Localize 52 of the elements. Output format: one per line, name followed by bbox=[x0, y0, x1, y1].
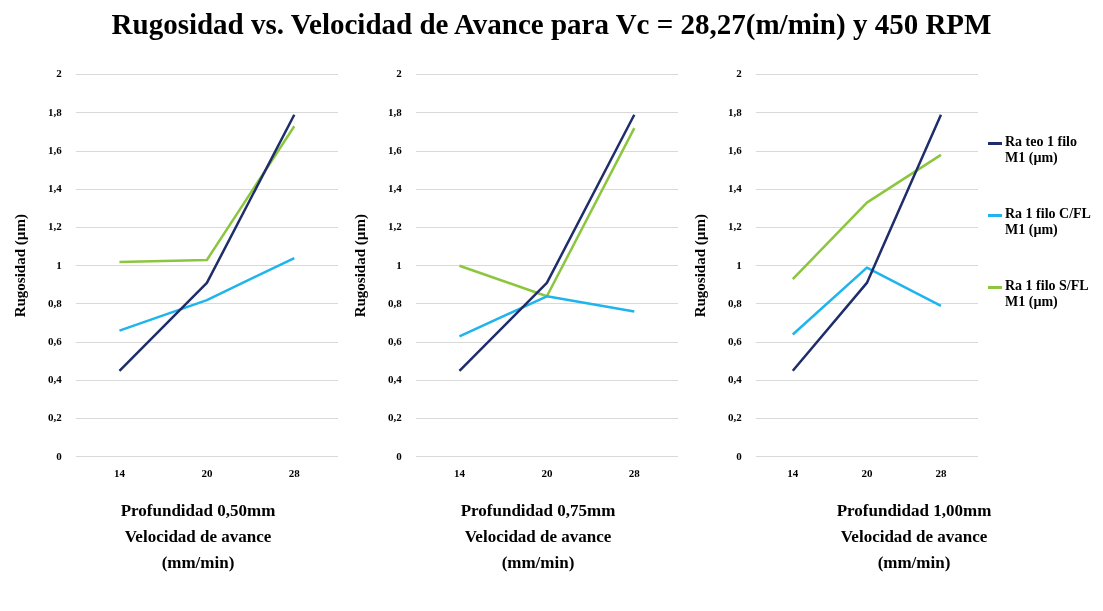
x-tick-label: 14 bbox=[113, 467, 126, 480]
y-tick-label: 0,2 bbox=[48, 411, 63, 424]
y-tick-label: 0,2 bbox=[388, 411, 403, 424]
y-tick-label: 1,2 bbox=[388, 220, 403, 233]
y-tick-label: 0,6 bbox=[388, 334, 403, 347]
x-tick-label: 20 bbox=[861, 467, 873, 480]
text: Rugosidad vs. Velocidad de Avance para Vc = 28,27(m/min) y 450 RPM bbox=[110, 8, 993, 42]
y-tick-label: 0 bbox=[396, 449, 403, 462]
y-tick-label: 2 bbox=[396, 67, 403, 80]
x-tick-label: 14 bbox=[453, 467, 466, 480]
y-tick-label: 0,2 bbox=[728, 411, 743, 424]
x-tick-label: 28 bbox=[628, 467, 641, 480]
y-tick-label: 0,4 bbox=[48, 373, 63, 386]
y-tick-label: 0,8 bbox=[48, 296, 63, 309]
y-tick-label: 1,8 bbox=[728, 105, 743, 118]
y-tick-label: 1 bbox=[56, 258, 62, 271]
x-tick-label: 28 bbox=[288, 467, 301, 480]
y-tick-label: 1,6 bbox=[48, 143, 63, 156]
y-tick-label: 0 bbox=[56, 449, 63, 462]
y-axis-title: Rugosidad (µm) bbox=[691, 214, 709, 318]
legend-label: Ra teo 1 filo M1 (µm) bbox=[1005, 134, 1078, 166]
x-tick-label: 28 bbox=[935, 467, 947, 480]
y-tick-label: 1,6 bbox=[728, 143, 743, 156]
y-tick-label: 0 bbox=[736, 449, 743, 462]
x-axis-title: Profundidad 0,50mm Velocidad de avance (mm/min) bbox=[119, 500, 277, 574]
y-tick-label: 1 bbox=[396, 258, 402, 271]
y-axis-title: Rugosidad (µm) bbox=[11, 214, 29, 318]
y-tick-label: 1,6 bbox=[388, 143, 403, 156]
y-tick-label: 0,6 bbox=[728, 334, 743, 347]
y-tick-label: 1,2 bbox=[48, 220, 63, 233]
y-tick-label: 0,6 bbox=[48, 334, 63, 347]
y-tick-label: 1,4 bbox=[728, 182, 743, 195]
y-tick-label: 1,4 bbox=[48, 182, 63, 195]
x-tick-label: 20 bbox=[541, 467, 553, 480]
y-tick-label: 1,2 bbox=[728, 220, 743, 233]
y-tick-label: 1,4 bbox=[388, 182, 403, 195]
y-tick-label: 2 bbox=[56, 67, 63, 80]
y-tick-label: 0,4 bbox=[388, 373, 403, 386]
y-tick-label: 0,8 bbox=[388, 296, 403, 309]
y-tick-label: 1,8 bbox=[388, 105, 403, 118]
y-tick-label: 2 bbox=[736, 67, 743, 80]
x-axis-title: Profundidad 1,00mm Velocidad de avance (mm/min) bbox=[835, 500, 993, 574]
y-tick-label: 1 bbox=[736, 258, 742, 271]
x-tick-label: 20 bbox=[201, 467, 213, 480]
y-tick-label: 1,8 bbox=[48, 105, 63, 118]
y-tick-label: 0,8 bbox=[728, 296, 743, 309]
y-tick-label: 0,4 bbox=[728, 373, 743, 386]
x-axis-title: Profundidad 0,75mm Velocidad de avance (mm/min) bbox=[459, 500, 617, 574]
x-tick-label: 14 bbox=[787, 467, 799, 480]
legend-label: Ra 1 filo S/FL M1 (µm) bbox=[1005, 278, 1089, 310]
legend-label: Ra 1 filo C/FL M1 (µm) bbox=[1005, 206, 1092, 238]
y-axis-title: Rugosidad (µm) bbox=[351, 214, 369, 318]
